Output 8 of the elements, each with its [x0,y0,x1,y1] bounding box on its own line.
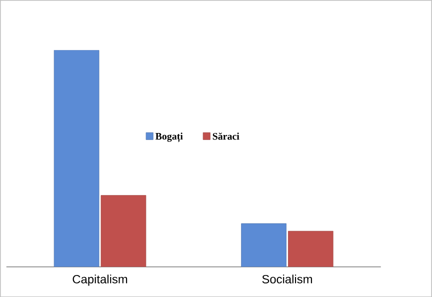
bar [54,50,100,267]
legend-label: Bogați [155,132,183,142]
bar [288,230,334,267]
bar [100,195,146,267]
x-tick-label: Capitalism [72,274,128,286]
legend-label: Săraci [212,132,240,140]
bar [241,223,286,267]
x-tick-label: Socialism [262,274,312,284]
